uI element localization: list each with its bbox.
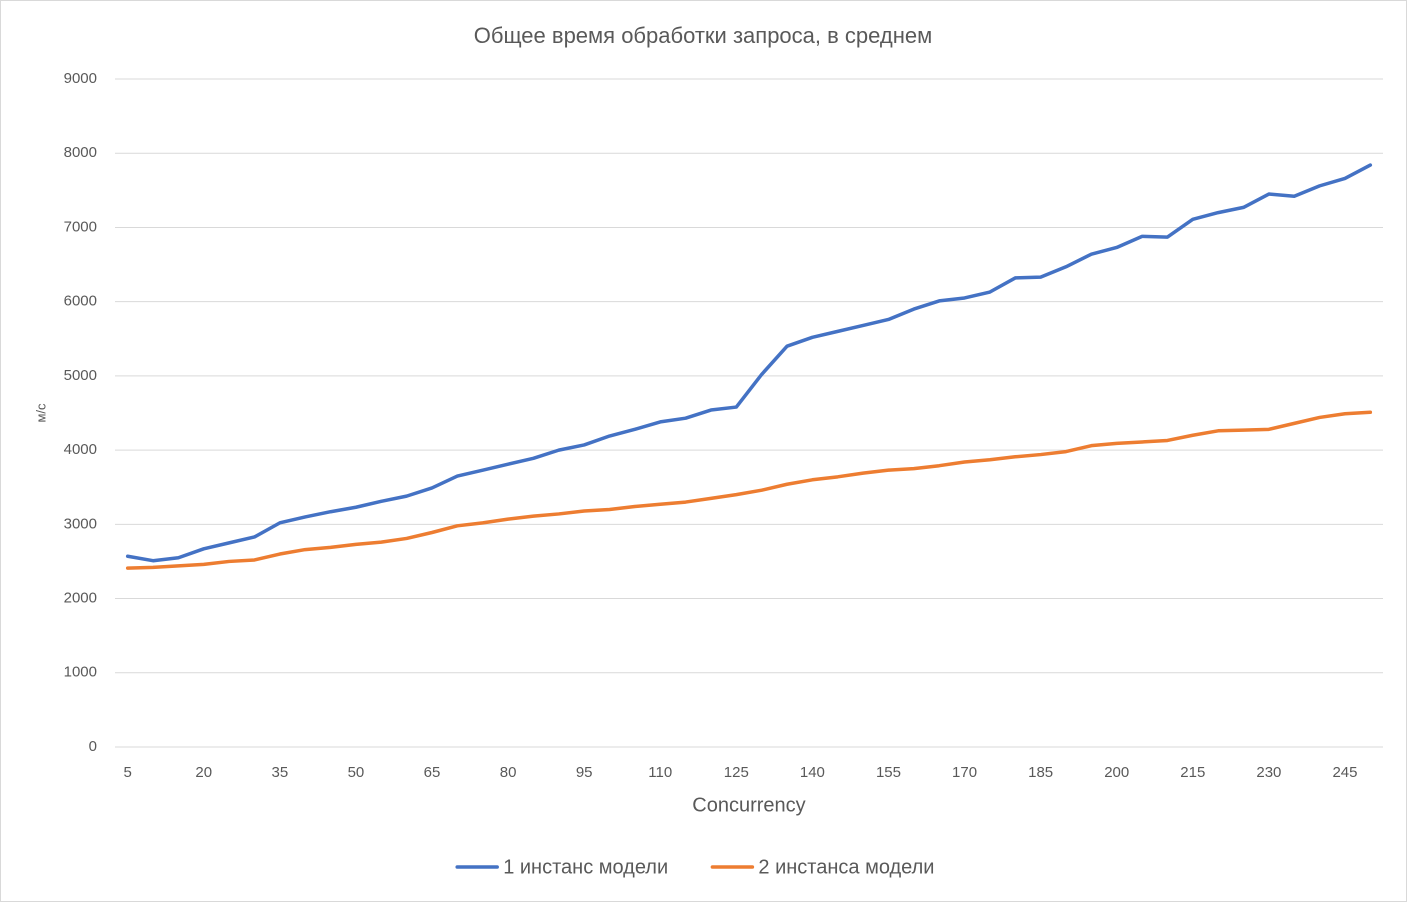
y-tick-label: 9000	[64, 70, 97, 87]
data-line	[125, 163, 1373, 563]
x-tick-label: 110	[648, 764, 672, 781]
y-tick-label: 4000	[64, 441, 97, 458]
x-tick-label: 50	[348, 764, 365, 781]
x-tick-label: 35	[271, 764, 288, 781]
y-tick-label: 1000	[64, 664, 97, 681]
y-tick-label: 0	[89, 738, 97, 755]
x-tick-label: 125	[724, 764, 749, 781]
y-tick-label: 8000	[64, 144, 97, 161]
y-tick-label: 5000	[64, 367, 97, 384]
y-tick-label: 3000	[64, 515, 97, 532]
x-tick-label: 230	[1256, 764, 1281, 781]
x-tick-label: 80	[500, 764, 517, 781]
y-tick-label: 7000	[64, 218, 97, 235]
x-tick-label: 215	[1180, 764, 1205, 781]
y-axis-title: м/с	[33, 403, 48, 423]
x-tick-label: 65	[424, 764, 441, 781]
x-tick-label: 5	[124, 764, 132, 781]
data-line	[125, 410, 1373, 570]
chart-title: Общее время обработки запроса, в среднем	[474, 23, 933, 48]
legend-label: 2 инстанса модели	[758, 856, 934, 878]
legend-label: 1 инстанс модели	[503, 856, 668, 878]
x-tick-label: 95	[576, 764, 593, 781]
x-axis-title: Concurrency	[692, 794, 805, 816]
x-tick-label: 155	[876, 764, 901, 781]
x-tick-label: 170	[952, 764, 977, 781]
y-tick-label: 6000	[64, 293, 97, 310]
x-tick-label: 20	[195, 764, 212, 781]
x-tick-label: 140	[800, 764, 825, 781]
x-tick-label: 200	[1104, 764, 1129, 781]
x-tick-label: 185	[1028, 764, 1053, 781]
y-tick-label: 2000	[64, 590, 97, 607]
x-tick-label: 245	[1332, 764, 1357, 781]
